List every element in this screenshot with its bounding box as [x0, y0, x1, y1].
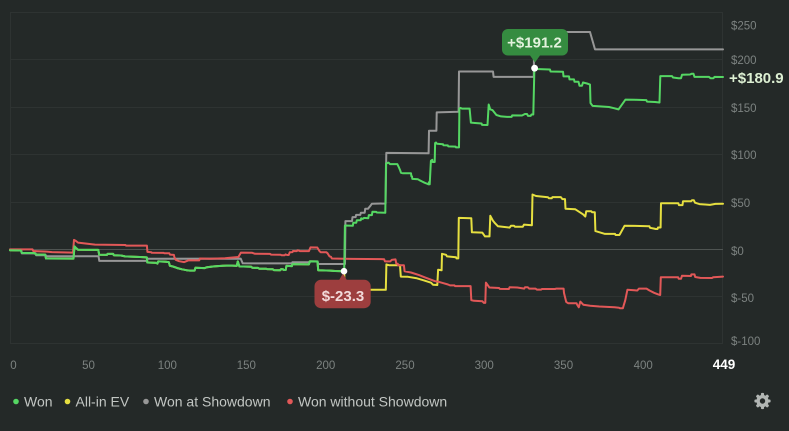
svg-text:100: 100: [158, 360, 177, 372]
svg-text:449: 449: [713, 357, 736, 372]
svg-text:Won: Won: [24, 394, 53, 410]
svg-text:$-100: $-100: [731, 336, 760, 348]
svg-text:150: 150: [237, 360, 256, 372]
svg-text:$250: $250: [731, 21, 757, 33]
svg-text:400: 400: [634, 360, 653, 372]
svg-text:50: 50: [82, 360, 95, 372]
svg-text:+$180.9: +$180.9: [729, 70, 784, 87]
svg-text:$200: $200: [731, 55, 757, 67]
svg-text:Won at Showdown: Won at Showdown: [154, 394, 270, 410]
svg-text:Won without Showdown: Won without Showdown: [298, 394, 447, 410]
svg-text:$0: $0: [731, 246, 744, 258]
svg-text:350: 350: [554, 360, 573, 372]
svg-text:0: 0: [10, 360, 16, 372]
svg-text:200: 200: [316, 360, 335, 372]
svg-text:$100: $100: [731, 150, 757, 162]
svg-text:250: 250: [395, 360, 414, 372]
svg-text:$50: $50: [731, 198, 750, 210]
svg-text:All-in EV: All-in EV: [76, 394, 130, 410]
svg-text:300: 300: [475, 360, 494, 372]
svg-text:+$191.2: +$191.2: [507, 34, 562, 51]
svg-text:$150: $150: [731, 103, 757, 115]
svg-text:$-23.3: $-23.3: [322, 288, 365, 305]
svg-text:$-50: $-50: [731, 293, 754, 305]
